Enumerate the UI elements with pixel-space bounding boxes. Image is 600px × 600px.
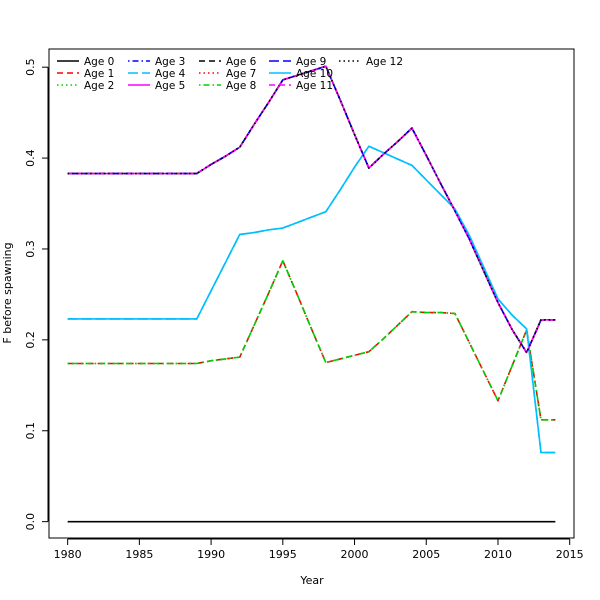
legend-label: Age 3	[155, 56, 185, 68]
legend-item: Age 2	[57, 80, 114, 92]
series-line-age-10	[67, 145, 556, 454]
y-tick-label: 0.5	[24, 58, 37, 76]
x-tick-label: 2000	[341, 548, 369, 561]
legend-label: Age 10	[296, 68, 333, 80]
x-axis: 1980 1985 1990 1995 2000 2005 2010 2015	[54, 538, 584, 561]
y-tick-label: 0.0	[24, 513, 37, 531]
x-tick-label: 2010	[484, 548, 512, 561]
x-tick-label: 1990	[197, 548, 225, 561]
legend-label: Age 8	[226, 80, 256, 92]
x-axis-label: Year	[299, 574, 324, 587]
x-tick-label: 1995	[269, 548, 297, 561]
y-tick-label: 0.2	[24, 331, 37, 349]
legend-item: Age 3	[128, 56, 185, 68]
x-tick-label: 1985	[125, 548, 153, 561]
x-tick-label: 1980	[54, 548, 82, 561]
series-line-age-8	[67, 259, 556, 421]
legend-label: Age 5	[155, 80, 185, 92]
y-tick-label: 0.4	[24, 149, 37, 167]
series-layer	[67, 65, 556, 523]
legend-item: Age 5	[128, 80, 185, 92]
legend-label: Age 4	[155, 68, 186, 80]
legend-item: Age 9	[269, 56, 326, 68]
y-axis-label: F before spawning	[1, 242, 14, 343]
legend-item: Age 10	[269, 68, 333, 80]
legend-item: Age 11	[269, 80, 333, 92]
legend-item: Age 12	[339, 56, 403, 68]
y-tick-label: 0.3	[24, 240, 37, 258]
legend-item: Age 1	[57, 68, 114, 80]
legend-label: Age 6	[226, 56, 257, 68]
legend-item: Age 6	[199, 56, 257, 68]
y-tick-label: 0.1	[24, 422, 37, 440]
y-axis: 0.0 0.1 0.2 0.3 0.4 0.5	[24, 58, 49, 531]
legend-label: Age 0	[84, 56, 114, 68]
legend-label: Age 7	[226, 68, 256, 80]
legend-item: Age 4	[128, 68, 186, 80]
legend-label: Age 9	[296, 56, 326, 68]
legend-label: Age 12	[366, 56, 403, 68]
x-tick-label: 2015	[556, 548, 584, 561]
legend-item: Age 8	[199, 80, 256, 92]
series-line-age-12	[67, 65, 556, 354]
plot-frame	[48, 48, 575, 539]
legend-label: Age 2	[84, 80, 114, 92]
legend-label: Age 1	[84, 68, 114, 80]
legend-item: Age 7	[199, 68, 256, 80]
legend-label: Age 11	[296, 80, 333, 92]
x-tick-label: 2005	[412, 548, 440, 561]
legend-item: Age 0	[57, 56, 114, 68]
